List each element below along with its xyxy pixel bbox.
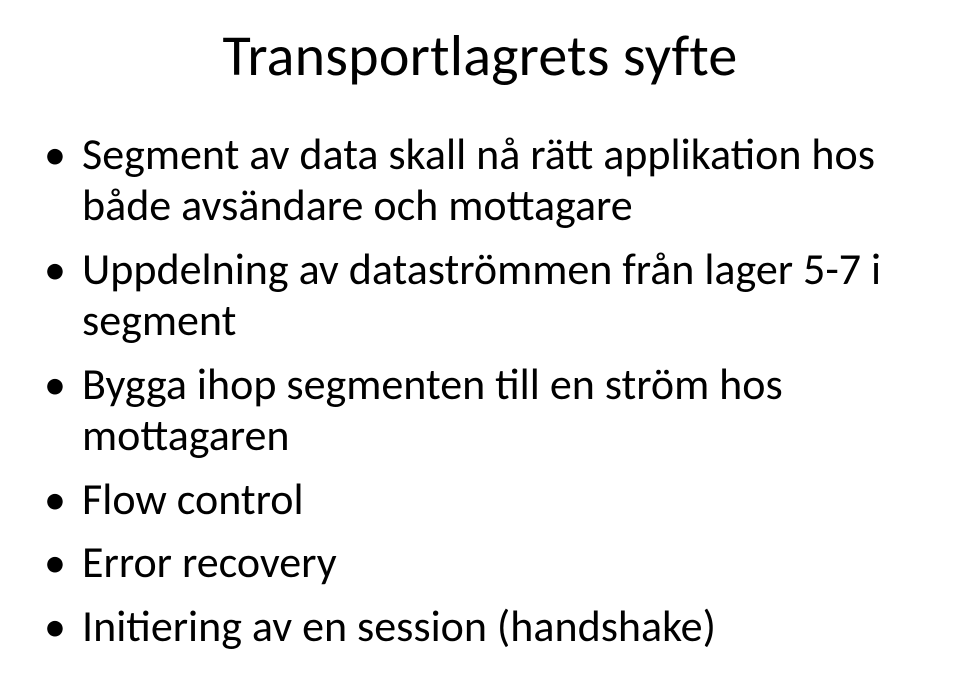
list-item: Bygga ihop segmenten till en ström hos m… [36, 359, 924, 462]
list-item: Segment av data skall nå rätt applikatio… [36, 129, 924, 232]
slide-title: Transportlagrets syfte [30, 20, 930, 91]
bullet-list: Segment av data skall nå rätt applikatio… [30, 129, 930, 652]
list-item: Initiering av en session (handshake) [36, 601, 924, 652]
list-item: Error recovery [36, 537, 924, 588]
list-item: Uppdelning av dataströmmen från lager 5-… [36, 244, 924, 347]
slide: Transportlagrets syfte Segment av data s… [0, 0, 960, 677]
list-item: Flow control [36, 474, 924, 525]
